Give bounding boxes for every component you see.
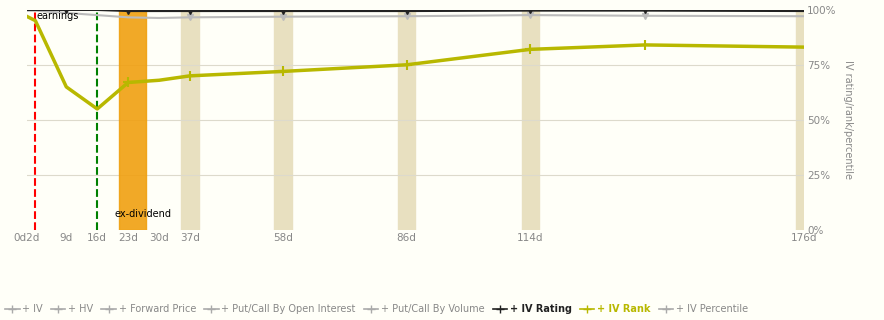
Bar	[274, 10, 292, 230]
Bar	[522, 10, 539, 230]
Bar	[796, 10, 813, 230]
Text: ex-dividend: ex-dividend	[115, 209, 171, 220]
Text: earnings: earnings	[37, 11, 79, 21]
Bar	[398, 10, 415, 230]
Bar	[181, 10, 199, 230]
Y-axis label: IV rating/rank/percentile: IV rating/rank/percentile	[843, 60, 853, 180]
Legend: + IV, + HV, + Forward Price, + Put/Call By Open Interest, + Put/Call By Volume, : + IV, + HV, + Forward Price, + Put/Call …	[1, 300, 752, 318]
Bar	[119, 10, 146, 230]
